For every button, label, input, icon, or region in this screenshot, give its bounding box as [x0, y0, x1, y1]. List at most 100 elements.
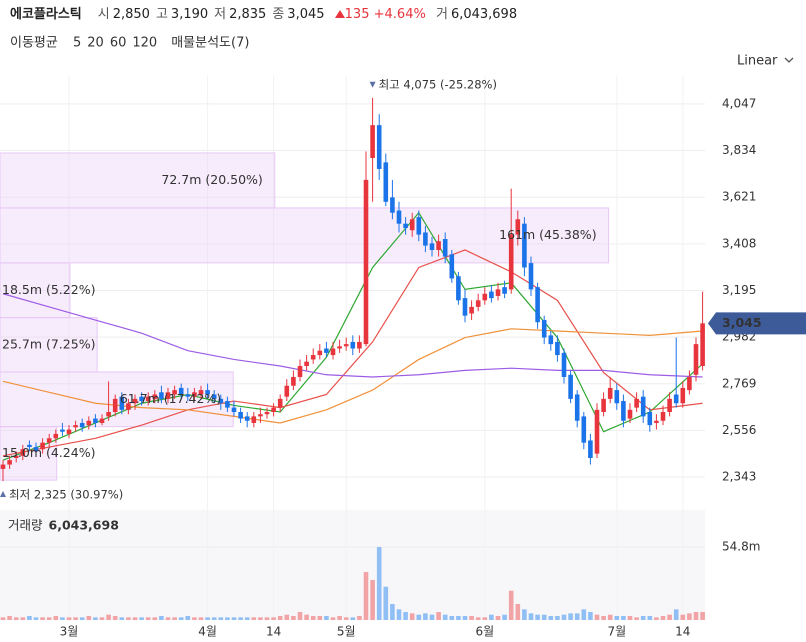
volume-bar — [370, 580, 375, 620]
candle-body — [0, 464, 6, 469]
volume-bar — [152, 617, 158, 620]
volume-profile-bar — [0, 317, 98, 373]
volume-bar — [99, 617, 105, 620]
volume-bar — [73, 617, 78, 620]
volume-bar — [409, 613, 415, 620]
volume-bar — [271, 617, 276, 620]
volume-bar — [383, 586, 389, 620]
volume-bar — [436, 612, 441, 620]
volume-bar — [555, 616, 560, 620]
volume-bar — [79, 617, 85, 620]
dropdown-icon — [784, 57, 794, 63]
candle-body — [165, 392, 171, 399]
candle-body — [99, 418, 105, 423]
candle-body — [13, 455, 19, 458]
y-tick-label: 2,769 — [722, 376, 756, 390]
candle-body — [601, 398, 606, 413]
volume-profile-label: 161m (45.38%) — [499, 227, 596, 242]
candle-body — [416, 217, 422, 235]
candle-body — [508, 234, 514, 290]
volume-bar — [119, 617, 125, 620]
candle-body — [594, 409, 600, 454]
candle-body — [159, 392, 164, 399]
x-tick-label: 4월 — [198, 625, 217, 639]
scale-button[interactable]: Linear — [737, 54, 778, 69]
volume-bar — [673, 609, 679, 620]
volume-profile-label: 72.7m (20.50%) — [161, 172, 262, 187]
quote-key: 종 — [272, 7, 285, 22]
candle-body — [139, 396, 144, 402]
candle-body — [423, 232, 428, 246]
candle-body — [482, 293, 488, 301]
volume-bar — [621, 616, 626, 620]
quote-value: 3,190 — [170, 7, 209, 22]
volume-bar — [238, 617, 243, 620]
volume-bar — [495, 616, 501, 620]
change-pct: +4.64% — [373, 7, 426, 22]
candle-body — [343, 344, 349, 347]
volume-value: 6,043,698 — [49, 518, 119, 533]
high-annotation: 최고 4,075 (-25.28%) — [379, 77, 497, 91]
quote-key: 저 — [214, 7, 227, 22]
volume-bar — [172, 617, 177, 620]
y-tick-label: 2,343 — [722, 470, 756, 484]
volume-bar — [403, 612, 408, 620]
stock-name: 에코플라스틱 — [10, 7, 82, 22]
low-annotation: 최저 2,325 (30.97%) — [9, 487, 123, 501]
volume-bar — [46, 617, 52, 620]
candle-body — [489, 291, 494, 299]
candle-body — [132, 398, 138, 404]
candle-body — [211, 394, 217, 399]
volume-bar — [588, 612, 593, 620]
volume-bar — [627, 616, 633, 620]
candle-body — [93, 418, 98, 423]
volume-bar — [700, 611, 705, 620]
y-tick-label: 3,834 — [722, 143, 756, 157]
candle-body — [198, 390, 204, 395]
volume-bar — [185, 616, 191, 620]
candle-body — [271, 407, 276, 413]
candle-body — [376, 125, 382, 169]
volume-tick-label: 54.8m — [722, 540, 760, 554]
volume-bar — [337, 616, 342, 620]
volume-bar — [20, 617, 26, 620]
candle-body — [172, 390, 177, 395]
candle-body — [667, 398, 672, 413]
volume-bar — [456, 616, 461, 620]
volume-bar — [654, 617, 659, 620]
candle-body — [284, 385, 290, 397]
quote-items: 시 2,850 고 3,190 저 2,835 종 3,045 — [92, 7, 325, 22]
volume-bar — [60, 617, 65, 620]
volume-bar — [126, 617, 131, 620]
price-tag-label: 3,045 — [722, 315, 762, 330]
candle-body — [304, 361, 309, 367]
volume-bar — [396, 609, 402, 620]
candle-body — [621, 401, 626, 421]
volume-bar — [297, 612, 303, 620]
candle-body — [581, 416, 587, 443]
volume-bar — [343, 617, 349, 620]
volume-bar — [40, 617, 45, 620]
quote-value: 2,835 — [229, 7, 267, 22]
candle-body — [561, 352, 567, 377]
x-tick-label: 3월 — [60, 625, 79, 639]
candle-body — [244, 416, 250, 421]
volume-bar — [475, 617, 481, 620]
volume-bar — [93, 617, 98, 620]
volume-profile-label: 18.5m (5.22%) — [2, 282, 95, 297]
y-tick-label: 3,408 — [722, 236, 756, 250]
volume-bar — [86, 616, 92, 620]
candle-body — [574, 394, 580, 421]
volume-profile-bar — [0, 207, 610, 264]
volume-bar — [634, 617, 639, 620]
candle-body — [475, 300, 481, 307]
low-icon — [0, 490, 6, 497]
ma-line — [2, 249, 703, 457]
candle-body — [535, 287, 540, 323]
candle-body — [66, 429, 72, 434]
candle-body — [20, 449, 26, 456]
volume-bar — [594, 614, 600, 620]
volume-profile-bar — [0, 152, 276, 209]
